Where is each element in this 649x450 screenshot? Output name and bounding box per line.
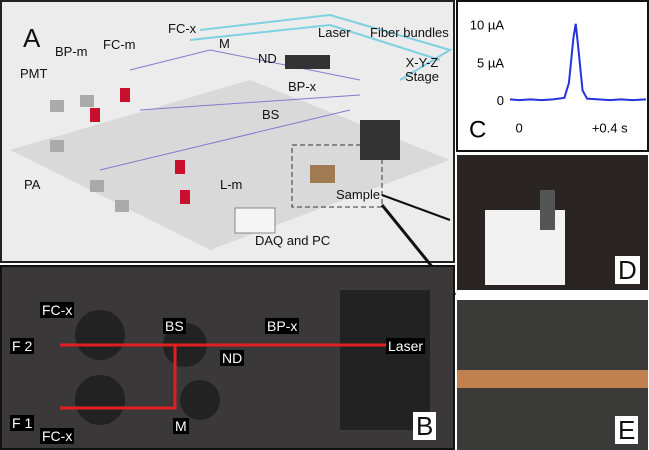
label: BS xyxy=(163,318,186,334)
label: M xyxy=(173,418,189,434)
label: Laser xyxy=(386,338,425,354)
y-tick-label: 5 µA xyxy=(477,55,504,70)
label: FC-x xyxy=(40,428,74,444)
y-tick-label: 0 xyxy=(497,93,504,108)
label: Laser xyxy=(318,26,351,40)
label: F 1 xyxy=(10,415,34,431)
label: ND xyxy=(220,350,244,366)
label: BS xyxy=(262,108,279,122)
label: FC-x xyxy=(168,22,196,36)
chart: C 10 µA 5 µA 00 +0.4 s xyxy=(457,1,648,151)
line xyxy=(510,24,646,100)
y-tick-label: 10 µA xyxy=(470,18,505,33)
panel-label: B xyxy=(413,412,436,440)
label: BP-x xyxy=(288,80,316,94)
label: FC-m xyxy=(103,38,136,52)
label: L-m xyxy=(220,178,242,192)
label: ND xyxy=(258,52,277,66)
label: M xyxy=(219,37,230,51)
label: PMT xyxy=(20,67,47,81)
x-tick-label: 0 xyxy=(515,120,522,135)
panel-label: E xyxy=(615,416,638,444)
panel-label: A xyxy=(20,24,43,52)
label: X-Y-Z Stage xyxy=(398,56,446,84)
label: Sample xyxy=(336,188,380,202)
label: F 2 xyxy=(10,338,34,354)
label: Fiber bundles xyxy=(370,26,449,40)
label: FC-x xyxy=(40,302,74,318)
figure: A FC-x M ND Laser Fiber bundles X-Y-Z St… xyxy=(0,0,649,450)
label: BP-x xyxy=(265,318,299,334)
panel-label: C xyxy=(469,116,486,143)
panel-label: D xyxy=(615,256,640,284)
label: PA xyxy=(24,178,40,192)
x-tick-label: +0.4 s xyxy=(592,120,628,135)
label: DAQ and PC xyxy=(255,234,330,248)
label: BP-m xyxy=(55,45,88,59)
